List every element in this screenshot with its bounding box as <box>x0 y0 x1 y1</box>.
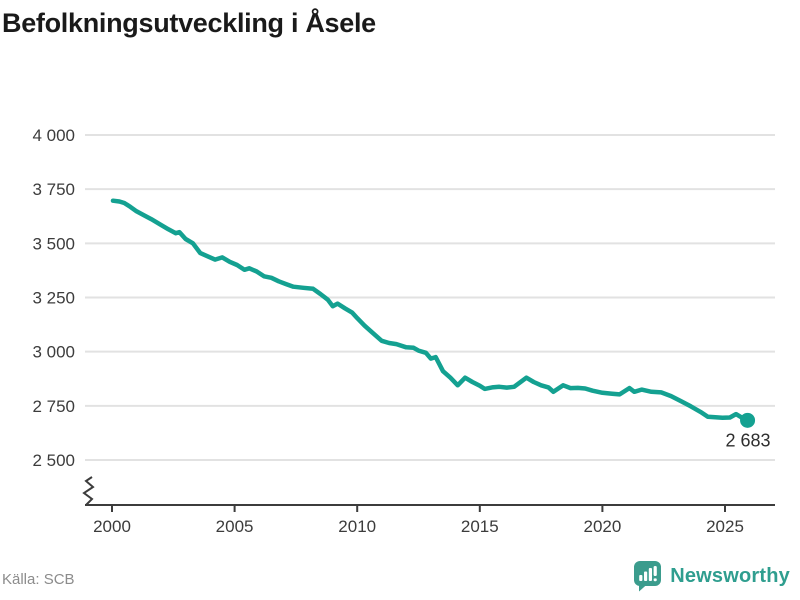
y-tick-label: 3 500 <box>32 234 75 253</box>
population-series-line <box>110 198 750 423</box>
x-tick-label: 2015 <box>461 517 499 536</box>
axis-break-icon <box>82 476 95 506</box>
end-value-label: 2 683 <box>726 430 771 450</box>
x-tick-label: 2025 <box>706 517 744 536</box>
y-tick-label: 4 000 <box>32 126 75 145</box>
y-tick-label: 2 750 <box>32 397 75 416</box>
x-tick-label: 2005 <box>216 517 254 536</box>
newsworthy-logo-icon <box>634 561 662 592</box>
x-tick-label: 2020 <box>583 517 621 536</box>
x-tick-label: 2000 <box>93 517 131 536</box>
source-label: Källa: SCB <box>2 571 75 588</box>
y-tick-label: 3 750 <box>32 180 75 199</box>
end-point-dot <box>740 412 756 428</box>
x-tick-label: 2010 <box>338 517 376 536</box>
newsworthy-brand[interactable]: Newsworthy <box>633 560 790 592</box>
y-tick-label: 2 500 <box>32 451 75 470</box>
newsworthy-logo-text: Newsworthy <box>670 564 790 587</box>
y-tick-label: 3 000 <box>32 343 75 362</box>
page-title: Befolkningsutveckling i Åsele <box>2 8 376 38</box>
y-tick-label: 3 250 <box>32 289 75 308</box>
